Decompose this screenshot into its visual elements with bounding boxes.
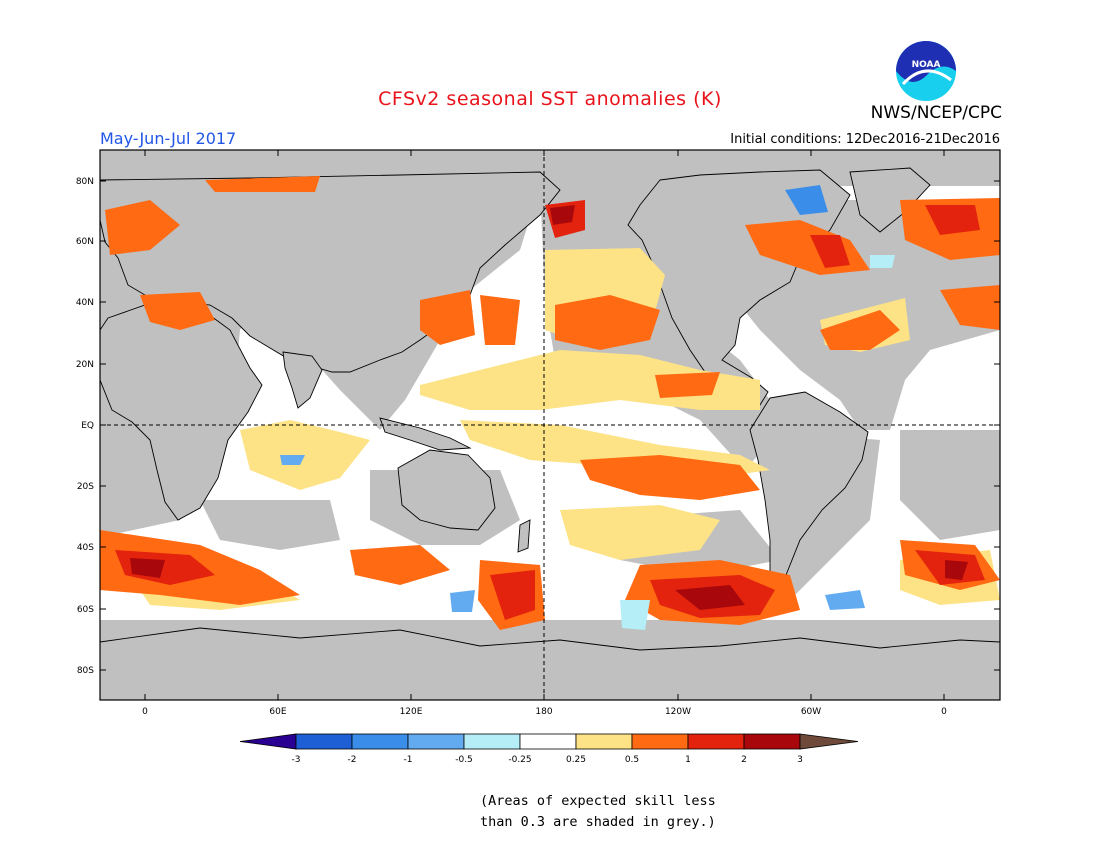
- colorbar-label: 2: [741, 755, 747, 765]
- colorbar-swatch: [743, 733, 801, 750]
- lon-label: 120E: [400, 707, 423, 717]
- lon-label: 120W: [665, 707, 691, 717]
- south-america: [749, 391, 869, 591]
- colorbar-max-arrow: [799, 733, 859, 750]
- colorbar-swatch: [351, 733, 409, 750]
- lat-label: 80S: [77, 666, 94, 676]
- lat-label: 20N: [76, 360, 94, 370]
- colorbar-label: 0.25: [566, 755, 586, 765]
- colorbar-swatch: [631, 733, 689, 750]
- forecast-period: May-Jun-Jul 2017: [100, 129, 237, 148]
- lon-label: 0: [941, 707, 947, 717]
- colorbar-label: -0.25: [508, 755, 531, 765]
- lat-label: 60N: [76, 237, 94, 247]
- australia: [397, 449, 496, 531]
- colorbar-swatch: [687, 733, 745, 750]
- anomaly-2-3: [130, 205, 968, 610]
- colorbar: -3 -2 -1 -0.5 -0.25 0.25 0.5 1 2 3: [239, 733, 859, 765]
- indian-subcontinent: [282, 351, 323, 409]
- lon-label: 0: [142, 707, 148, 717]
- colorbar-label: 1: [685, 755, 691, 765]
- colorbar-swatch: [407, 733, 465, 750]
- continents: [100, 167, 1000, 700]
- latitude-axis: 80N 60N 40N 20N EQ 20S 40S 60S 80S: [76, 177, 1000, 676]
- lat-label: 60S: [77, 605, 94, 615]
- africa: [100, 304, 263, 521]
- colorbar-min-arrow: [239, 733, 297, 750]
- map-title: CFSv2 seasonal SST anomalies (K): [378, 88, 722, 110]
- skill-note-line-2: than 0.3 are shaded in grey.): [480, 814, 716, 830]
- organization-label: NWS/NCEP/CPC: [870, 103, 1002, 123]
- colorbar-swatch: [519, 733, 577, 750]
- lat-label: 20S: [77, 482, 94, 492]
- lon-label: 60E: [269, 707, 286, 717]
- anomaly-field: [100, 150, 1000, 700]
- lon-label: 60W: [801, 707, 821, 717]
- lat-label: 80N: [76, 177, 94, 187]
- antarctica: [100, 627, 1000, 700]
- new-zealand: [517, 519, 531, 553]
- colorbar-label: -2: [348, 755, 357, 765]
- colorbar-label: -1: [404, 755, 413, 765]
- maritime-continent: [379, 417, 472, 451]
- colorbar-label: 0.5: [625, 755, 639, 765]
- svg-text:NOAA: NOAA: [912, 60, 941, 70]
- lon-label: 180: [535, 707, 552, 717]
- skill-note-line-1: (Areas of expected skill less: [480, 793, 716, 809]
- noaa-logo-icon: NOAA: [896, 41, 956, 101]
- colorbar-swatch: [575, 733, 633, 750]
- cool-anomalies: [280, 185, 895, 630]
- longitude-axis: 0 60E 120E 180 120W 60W 0: [142, 150, 947, 717]
- lat-label: EQ: [81, 421, 94, 431]
- lat-label: 40N: [76, 298, 94, 308]
- initial-conditions: Initial conditions: 12Dec2016-21Dec2016: [730, 132, 1000, 147]
- lat-label: 40S: [77, 543, 94, 553]
- skill-note: (Areas of expected skill less than 0.3 a…: [480, 791, 716, 833]
- colorbar-swatch: [463, 733, 521, 750]
- colorbar-label: -0.5: [455, 755, 473, 765]
- colorbar-label: -3: [292, 755, 301, 765]
- colorbar-swatch: [295, 733, 353, 750]
- colorbar-label: 3: [797, 755, 803, 765]
